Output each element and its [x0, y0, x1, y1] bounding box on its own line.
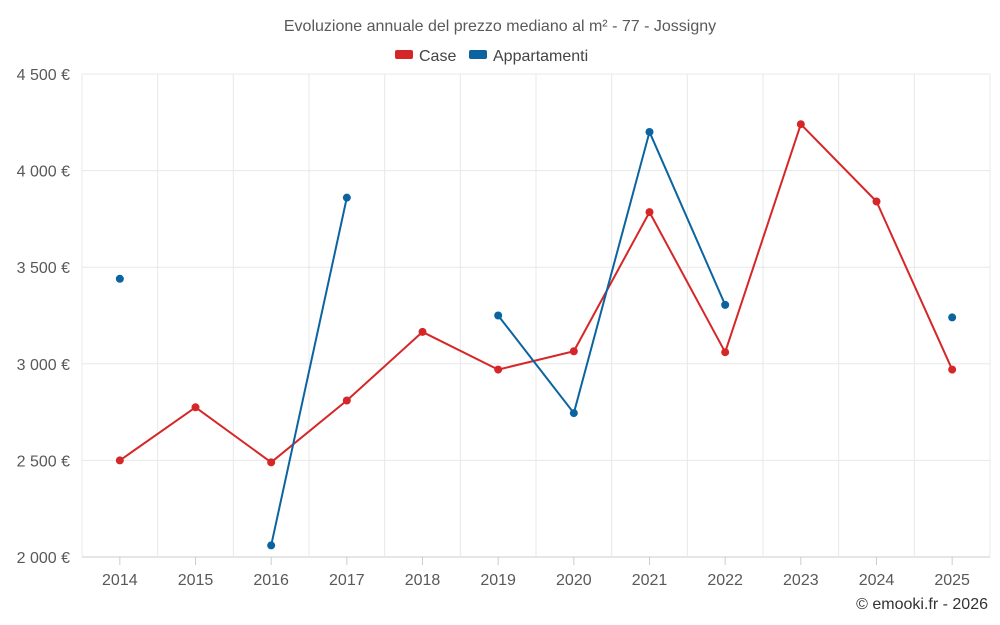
legend: Case Appartamenti: [395, 48, 588, 65]
y-tick-label: 2 500 €: [17, 453, 70, 470]
series-line-case: [119, 123, 954, 464]
data-point-case[interactable]: [796, 120, 805, 129]
series: [115, 120, 957, 550]
series-line-appartamenti: [270, 197, 348, 546]
data-point-appartamenti[interactable]: [645, 127, 654, 136]
x-tick-label: 2014: [102, 572, 138, 589]
data-point-case[interactable]: [342, 396, 351, 405]
data-point-case[interactable]: [872, 197, 881, 206]
legend-label-appartamenti: Appartamenti: [493, 48, 588, 65]
x-axis: 2014 2015 2016 2017 2018 2019 2020 2021 2022 2023…: [102, 557, 970, 589]
y-tick-label: 3 000 €: [17, 357, 70, 374]
data-point-case[interactable]: [191, 403, 200, 412]
grid: [81, 73, 991, 558]
y-tick-label: 4 500 €: [17, 67, 70, 84]
x-tick-label: 2019: [480, 572, 516, 589]
x-tick-label: 2016: [253, 572, 289, 589]
data-point-appartamenti[interactable]: [115, 274, 124, 283]
x-tick-label: 2020: [556, 572, 592, 589]
data-point-case[interactable]: [494, 365, 503, 374]
legend-swatch-appartamenti: [469, 50, 487, 59]
legend-item-appartamenti[interactable]: Appartamenti: [469, 48, 588, 65]
x-tick-label: 2021: [632, 572, 668, 589]
data-point-appartamenti[interactable]: [494, 311, 503, 320]
data-point-appartamenti[interactable]: [267, 541, 276, 550]
data-point-case[interactable]: [948, 365, 957, 374]
series-appartamenti: [115, 127, 957, 550]
legend-item-case[interactable]: Case: [395, 48, 456, 65]
data-point-appartamenti[interactable]: [569, 409, 578, 418]
data-point-appartamenti[interactable]: [948, 313, 957, 322]
x-tick-label: 2024: [859, 572, 895, 589]
data-point-case[interactable]: [115, 456, 124, 465]
x-tick-label: 2023: [783, 572, 819, 589]
legend-label-case: Case: [419, 48, 456, 65]
series-case: [115, 120, 957, 467]
data-point-appartamenti[interactable]: [342, 193, 351, 202]
data-point-appartamenti[interactable]: [721, 300, 730, 309]
data-point-case[interactable]: [418, 327, 427, 336]
y-tick-label: 3 500 €: [17, 260, 70, 277]
x-tick-label: 2018: [405, 572, 441, 589]
x-tick-label: 2022: [707, 572, 743, 589]
x-tick-label: 2017: [329, 572, 365, 589]
x-tick-label: 2015: [178, 572, 214, 589]
y-tick-label: 2 000 €: [17, 550, 70, 567]
credit-text: © emooki.fr - 2026: [856, 596, 988, 613]
data-point-case[interactable]: [569, 347, 578, 356]
chart-title: Evoluzione annuale del prezzo mediano al…: [284, 18, 716, 35]
series-line-appartamenti: [497, 130, 727, 415]
y-axis: 2 000 € 2 500 € 3 000 € 3 500 € 4 000 € 4 500…: [17, 67, 70, 567]
data-point-case[interactable]: [267, 458, 276, 467]
data-point-case[interactable]: [645, 208, 654, 217]
x-tick-label: 2025: [934, 572, 970, 589]
y-tick-label: 4 000 €: [17, 164, 70, 181]
legend-swatch-case: [395, 50, 413, 59]
data-point-case[interactable]: [721, 348, 730, 357]
